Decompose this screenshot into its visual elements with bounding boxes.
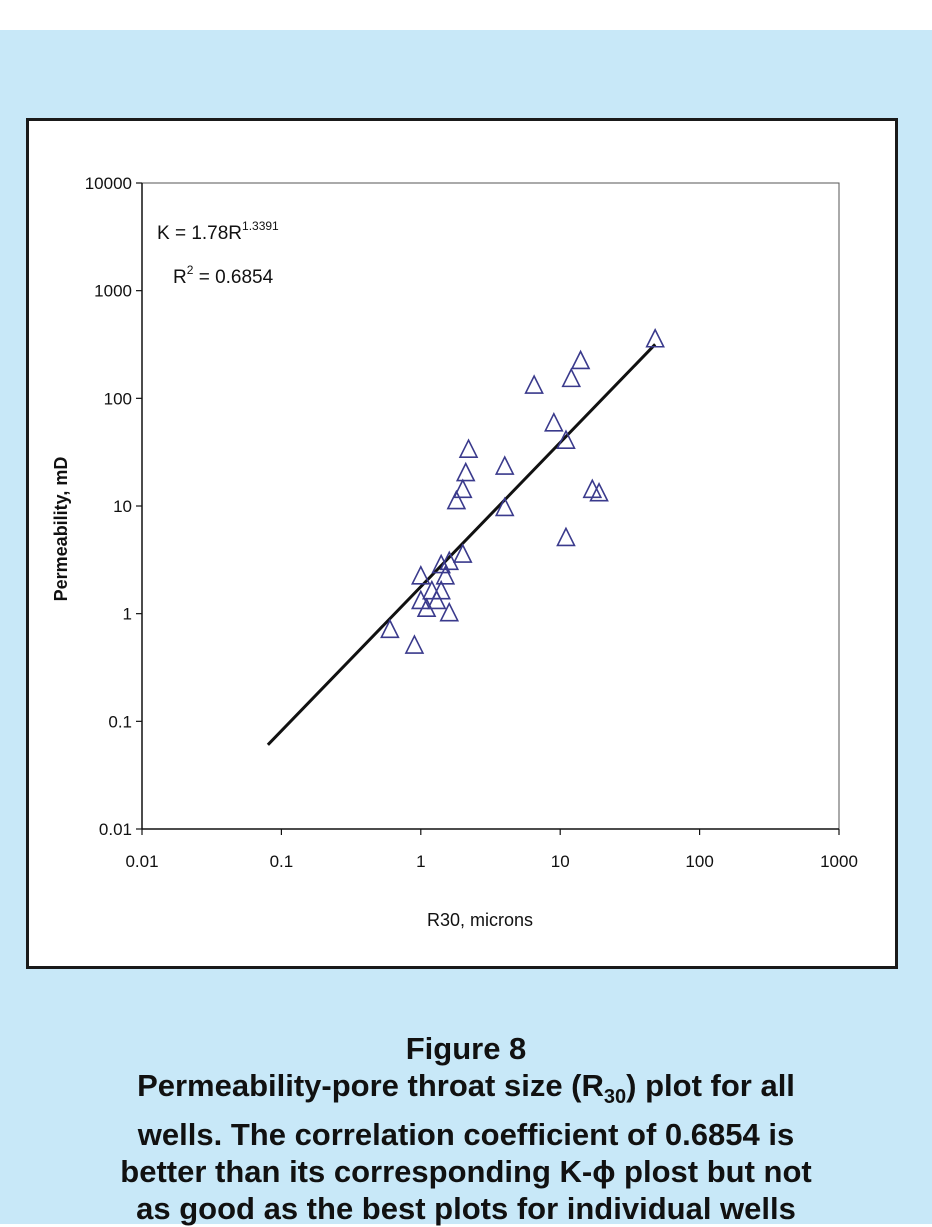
data-point-triangle <box>455 461 476 482</box>
data-point-triangle <box>439 601 460 622</box>
data-point-triangle <box>404 634 425 654</box>
caption-text: Permeability-pore throat size (R30) plot… <box>0 1067 932 1227</box>
y-tick-label: 10 <box>113 497 132 516</box>
y-tick-label: 100 <box>104 389 132 408</box>
data-point-triangle <box>411 565 431 585</box>
data-point-triangle <box>435 565 456 585</box>
data-point-triangle <box>570 349 591 370</box>
data-point-triangle <box>589 481 609 502</box>
data-point-triangle <box>426 589 447 610</box>
caption-subscript: 30 <box>603 1086 627 1109</box>
x-tick-label: 1000 <box>820 852 858 871</box>
y-tick-label: 10000 <box>85 174 132 193</box>
caption-line: Permeability-pore throat size (R30) plot… <box>137 1068 795 1109</box>
r-squared-label: R2 = 0.6854 <box>173 263 274 288</box>
data-point-triangle <box>645 327 665 348</box>
data-point-triangle <box>439 550 460 571</box>
data-point-triangle <box>556 429 576 449</box>
data-point-triangle <box>458 438 479 458</box>
caption-line: as good as the best plots for individual… <box>136 1191 796 1227</box>
y-tick-label: 0.1 <box>108 712 132 731</box>
data-point-triangle <box>452 543 473 563</box>
scatter-chart: 0.01 0.1 1 10 100 1000 0.01 0.1 1 10 100 1000 10000… <box>51 174 858 930</box>
y-axis-title: Permeability, mD <box>51 457 71 602</box>
trendline-group <box>266 343 657 746</box>
data-point-triangle <box>582 478 603 499</box>
data-point-triangle <box>561 367 582 388</box>
data-point-triangle <box>431 553 451 574</box>
trendline <box>266 343 657 746</box>
y-tick-label: 0.01 <box>99 820 132 839</box>
x-axis-ticks: 0.01 0.1 1 10 100 1000 <box>125 829 858 871</box>
caption-line: wells. The correlation coefficient of 0.… <box>137 1117 795 1153</box>
data-point-triangle <box>544 412 564 432</box>
x-tick-label: 1 <box>416 852 425 871</box>
data-point-triangle <box>431 579 451 600</box>
trendline-equation: K = 1.78R1.3391 <box>157 219 279 244</box>
chart-frame: 0.01 0.1 1 10 100 1000 0.01 0.1 1 10 100 1000 10000… <box>26 118 898 969</box>
data-point-triangle <box>411 589 431 610</box>
figure-label: Figure 8 <box>405 1031 527 1066</box>
y-tick-label: 1 <box>123 605 132 624</box>
caption-line: better than its corresponding K-ϕ plost … <box>120 1154 812 1190</box>
data-point-triangle <box>556 526 576 547</box>
x-tick-label: 0.01 <box>125 852 158 871</box>
data-point-triangle <box>446 489 467 510</box>
figure-caption: Figure 8 Permeability-pore throat size (… <box>0 1030 932 1227</box>
data-point-triangle <box>380 618 400 639</box>
x-axis-title: R30, microns <box>427 910 533 930</box>
x-tick-label: 10 <box>551 852 570 871</box>
x-tick-label: 0.1 <box>270 852 294 871</box>
y-tick-label: 1000 <box>94 282 132 301</box>
data-point-triangle <box>524 374 544 394</box>
data-point-triangle <box>494 496 515 517</box>
data-points <box>380 327 665 654</box>
y-axis-ticks: 0.01 0.1 1 10 100 1000 10000 <box>85 174 142 839</box>
data-point-triangle <box>494 455 515 475</box>
x-tick-label: 100 <box>685 852 713 871</box>
data-point-triangle <box>452 478 473 499</box>
